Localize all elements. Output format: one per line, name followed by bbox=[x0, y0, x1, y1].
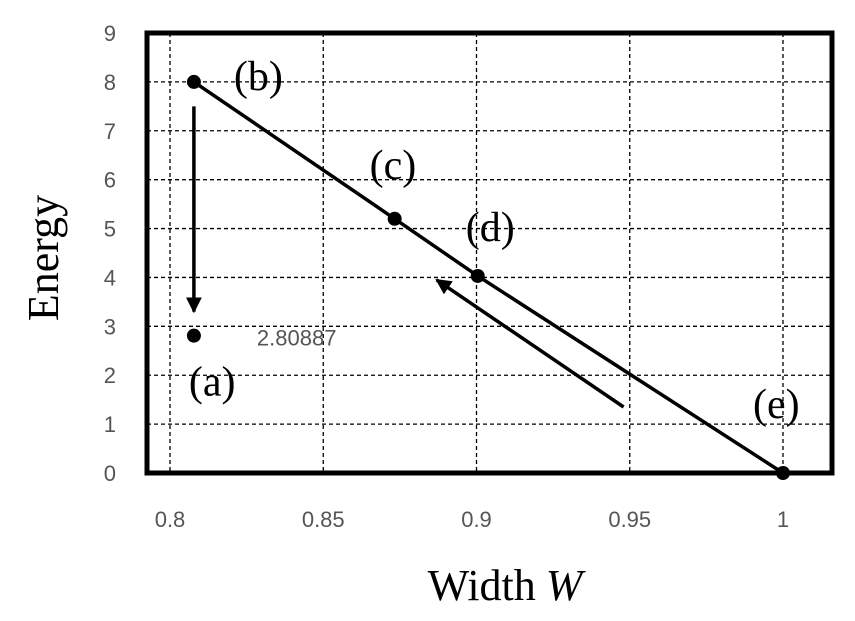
plot-frame bbox=[144, 30, 835, 476]
point-labels: (a) (b) (c) (d) (e) 2.80887 bbox=[189, 54, 800, 428]
data-point bbox=[470, 268, 485, 283]
value-annotation: 2.80887 bbox=[257, 326, 337, 351]
tick-labels: 0 1 2 3 4 5 6 7 8 9 0.8 0.85 0.9 0.95 1 bbox=[104, 21, 789, 532]
x-tick-label: 1 bbox=[777, 507, 789, 532]
plot-border bbox=[144, 30, 835, 476]
y-tick-label: 2 bbox=[104, 363, 116, 388]
y-axis-label: Energy bbox=[19, 195, 68, 321]
x-axis-label-text: Width bbox=[428, 561, 536, 610]
y-tick-label: 1 bbox=[104, 412, 116, 437]
point-label: (a) bbox=[189, 360, 236, 406]
point-label: (d) bbox=[466, 205, 515, 251]
direction-arrow bbox=[435, 278, 625, 409]
x-tick-label: 0.95 bbox=[608, 507, 651, 532]
y-tick-label: 5 bbox=[104, 217, 116, 242]
x-tick-label: 0.9 bbox=[461, 507, 492, 532]
x-axis-label-variable: W bbox=[546, 561, 586, 610]
y-tick-label: 9 bbox=[104, 21, 116, 46]
y-tick-label: 6 bbox=[104, 168, 116, 193]
point-label: (e) bbox=[753, 382, 800, 428]
x-tick-label: 0.8 bbox=[155, 507, 186, 532]
y-tick-label: 0 bbox=[104, 461, 116, 486]
data-point bbox=[186, 74, 201, 89]
x-tick-label: 0.85 bbox=[302, 507, 345, 532]
x-axis-label: Width W bbox=[428, 561, 586, 610]
data-point bbox=[776, 466, 790, 480]
y-tick-label: 8 bbox=[104, 70, 116, 95]
series-line bbox=[192, 80, 784, 475]
point-label: (b) bbox=[234, 54, 283, 100]
arrows bbox=[186, 106, 625, 409]
y-tick-label: 3 bbox=[104, 314, 116, 339]
point-label: (c) bbox=[370, 143, 417, 189]
data-points bbox=[186, 74, 790, 480]
data-point bbox=[186, 328, 201, 343]
data-series bbox=[192, 80, 784, 475]
y-tick-label: 4 bbox=[104, 265, 116, 290]
y-tick-label: 7 bbox=[104, 119, 116, 144]
data-point bbox=[387, 211, 402, 226]
